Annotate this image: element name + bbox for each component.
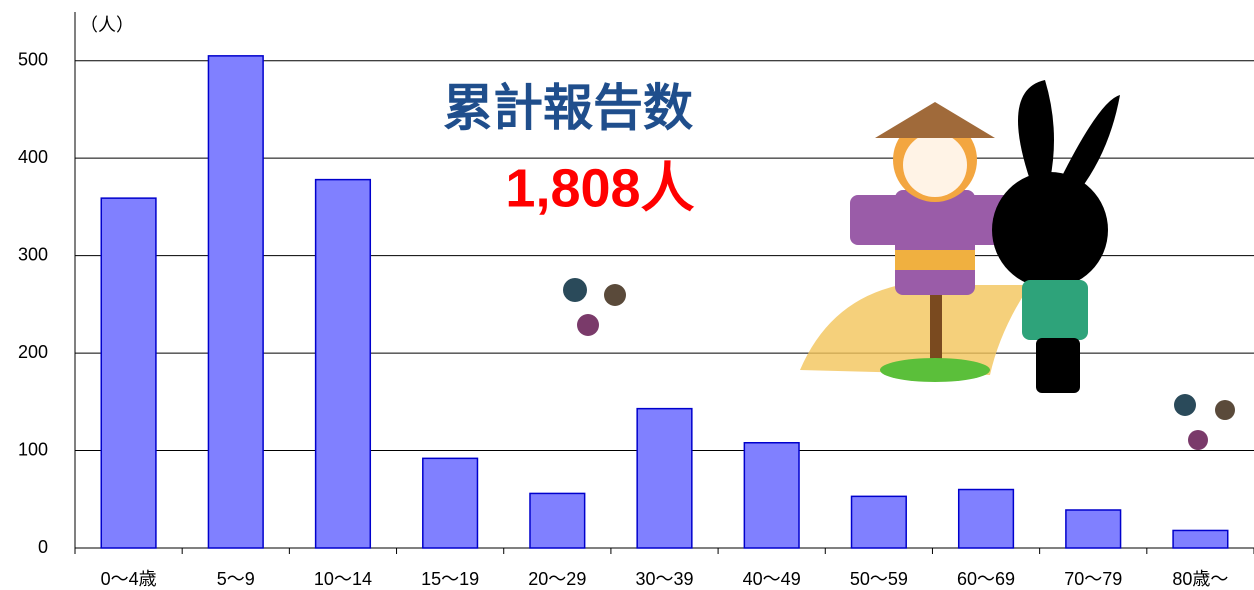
annotation-title: 累計報告数	[443, 80, 693, 136]
x-tick-label: 10〜14	[314, 569, 372, 589]
x-tick-label: 40〜49	[743, 569, 801, 589]
bar	[423, 458, 478, 548]
bar	[530, 493, 585, 548]
y-tick-label: 200	[18, 342, 48, 362]
x-tick-label: 80歳〜	[1172, 569, 1228, 589]
bar	[1173, 530, 1228, 548]
annotation-total: 1,808人	[505, 158, 694, 218]
x-tick-label: 5〜9	[217, 569, 255, 589]
x-tick-label: 70〜79	[1064, 569, 1122, 589]
y-tick-label: 400	[18, 147, 48, 167]
y-tick-label: 300	[18, 244, 48, 264]
y-tick-label: 0	[38, 537, 48, 557]
x-tick-label: 20〜29	[528, 569, 586, 589]
bar	[637, 409, 692, 548]
page: {"chart_data": {"type": "bar", "unit_lab…	[0, 0, 1254, 590]
x-tick-label: 30〜39	[635, 569, 693, 589]
y-tick-label: 500	[18, 49, 48, 69]
x-tick-label: 0〜4歳	[101, 569, 157, 589]
y-tick-label: 100	[18, 439, 48, 459]
bar	[959, 490, 1014, 548]
bar	[101, 198, 156, 548]
bar	[208, 56, 263, 548]
x-tick-label: 15〜19	[421, 569, 479, 589]
x-tick-label: 60〜69	[957, 569, 1015, 589]
x-tick-label: 50〜59	[850, 569, 908, 589]
bar	[316, 180, 371, 548]
bar	[1066, 510, 1121, 548]
bar	[852, 496, 907, 548]
bar	[744, 443, 799, 548]
unit-label: （人）	[80, 15, 134, 35]
chart: （人） 累計報告数 1,808人 0 100 200 300 400 500 0〜4歳 5〜9…	[0, 0, 1254, 590]
